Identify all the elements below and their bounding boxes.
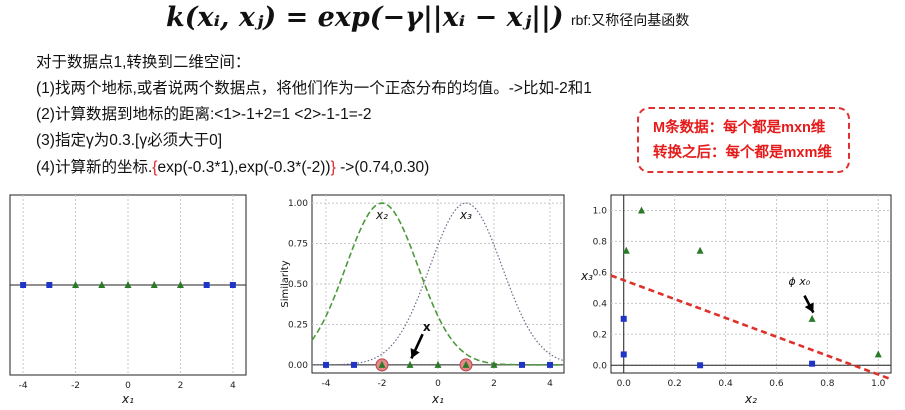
- step-2: (2)计算数据到地标的距离:<1>-1+2=1 <2>-1-1=-2: [36, 106, 372, 123]
- y-tick-label: 0.75: [288, 240, 308, 250]
- step-3: (3)指定γ为0.3.[γ必须大于0]: [36, 132, 223, 149]
- plot-frame: [610, 194, 892, 374]
- data-point-square: [351, 361, 357, 368]
- data-point-square: [809, 360, 816, 367]
- x-tick-label: 2: [491, 379, 497, 389]
- x-axis-label: x₁: [121, 392, 134, 406]
- data-point-square: [203, 282, 210, 288]
- step-4-result: ->(0.74,0.30): [335, 159, 430, 176]
- x-tick-label: 0: [125, 381, 131, 391]
- x-tick-label: 4: [230, 381, 236, 391]
- data-point-triangle: [378, 360, 386, 368]
- x-tick-label: 0.6: [769, 379, 784, 389]
- y-axis-label: x₃: [580, 269, 593, 283]
- annotation-arrow-head: [804, 302, 814, 313]
- data-point-triangle: [434, 360, 442, 368]
- y-tick-label: 0.6: [593, 268, 608, 278]
- data-point-triangle: [874, 350, 882, 358]
- data-point-triangle: [808, 314, 816, 322]
- step-4-open-brace: {: [152, 159, 158, 176]
- y-tick-label: 0.2: [593, 330, 607, 340]
- x-tick-label: 0: [435, 379, 441, 389]
- annotation-label: x: [423, 320, 431, 334]
- data-point-square: [46, 282, 53, 288]
- data-point-square: [323, 361, 329, 368]
- step-4-prefix: (4)计算新的坐标.: [36, 159, 153, 176]
- data-point-square: [697, 362, 704, 369]
- data-point-square: [620, 315, 627, 322]
- step-4: (4)计算新的坐标.{exp(-0.3*1),exp(-0.3*(-2))} -…: [36, 155, 429, 177]
- data-point-square: [229, 282, 236, 288]
- x-tick-label: 0.2: [667, 379, 681, 389]
- curve-label-1: x₂: [375, 208, 388, 222]
- x-tick-label: 0.4: [718, 379, 733, 389]
- data-point-triangle: [98, 281, 106, 288]
- annotation-arrow-head: [410, 348, 420, 359]
- formula-note: rbf:又称径向基函数: [571, 12, 690, 28]
- data-point-triangle: [696, 246, 704, 254]
- x-tick-label: 0.8: [820, 379, 835, 389]
- y-tick-label: 0.8: [593, 237, 608, 247]
- x-tick-label: -2: [378, 379, 387, 389]
- intro-line: 对于数据点1,转换到二维空间：: [36, 54, 251, 71]
- y-tick-label: 0.00: [288, 361, 308, 371]
- y-tick-label: 0.25: [288, 320, 308, 330]
- chart-1d-input: -4 -2 0 2 4 x₁: [9, 194, 247, 406]
- data-point-triangle: [150, 281, 158, 288]
- x-axis-label: x₂: [744, 392, 757, 406]
- data-point-triangle: [638, 206, 646, 214]
- y-tick-label: 1.0: [593, 206, 608, 216]
- x-tick-label: -4: [19, 381, 28, 391]
- chart-similarity: -4 -2 0 2 4 0.00 0.25 0.50 0.75 1.00 x₂ x₃ x Similari…: [280, 194, 565, 406]
- y-tick-label: 1.00: [288, 199, 308, 209]
- data-point-square: [519, 361, 525, 368]
- y-tick-label: 0.0: [593, 361, 608, 371]
- annotation-label: ϕ x₀: [789, 275, 811, 288]
- chart-transformed-space: 0.0 0.2 0.4 0.6 0.8 1.0 0.0 0.2 0.4 0.6 0.8 1.0 ϕ x₀…: [580, 194, 892, 406]
- step-4-expression: exp(-0.3*1),exp(-0.3*(-2)): [157, 159, 331, 176]
- callout-line-1: M条数据：每个都是mxn维: [653, 120, 826, 136]
- data-point-triangle: [490, 360, 498, 368]
- step-1: (1)找两个地标,或者说两个数据点，将他们作为一个正态分布的均值。->比如-2和…: [36, 80, 592, 97]
- data-point-triangle: [72, 281, 80, 288]
- dimension-callout: M条数据：每个都是mxn维 转换之后：每个都是mxm维: [637, 107, 850, 173]
- x-tick-label: 0.0: [617, 379, 632, 389]
- step-4-close-brace: }: [330, 159, 336, 176]
- x-tick-label: 2: [178, 381, 184, 391]
- rbf-kernel-formula: k(xᵢ, xⱼ) = exp(−γ||xᵢ − xⱼ||): [166, 2, 564, 33]
- y-tick-label: 0.4: [593, 299, 608, 309]
- x-axis-label: x₁: [431, 392, 444, 406]
- curve-label-2: x₃: [459, 208, 472, 222]
- data-point-triangle: [406, 360, 414, 368]
- data-point-triangle: [622, 246, 630, 254]
- data-point-square: [620, 351, 627, 358]
- x-tick-label: -4: [322, 379, 331, 389]
- x-tick-label: 1.0: [871, 379, 886, 389]
- x-tick-label: -2: [71, 381, 80, 391]
- data-point-triangle: [124, 281, 132, 288]
- y-axis-label: Similarity: [280, 260, 291, 307]
- data-point-square: [20, 282, 27, 288]
- data-point-square: [547, 361, 553, 368]
- callout-line-2: 转换之后：每个都是mxm维: [653, 145, 832, 161]
- y-tick-label: 0.50: [288, 280, 308, 290]
- data-point-triangle: [176, 281, 184, 288]
- data-point-triangle: [462, 360, 470, 368]
- x-tick-label: 4: [547, 379, 553, 389]
